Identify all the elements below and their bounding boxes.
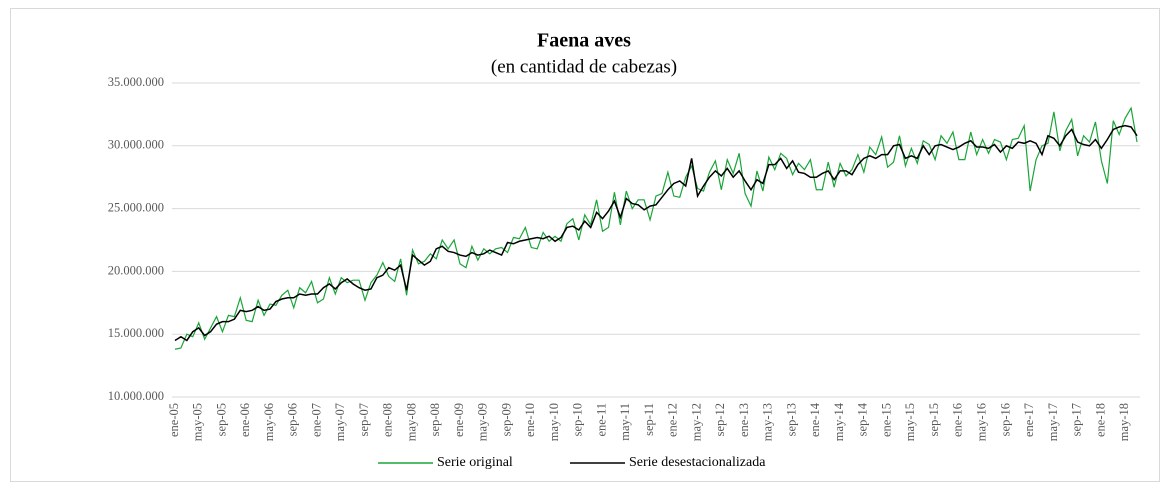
y-tick-label: 10.000.000 xyxy=(108,389,164,403)
x-tick-label: ene-06 xyxy=(238,403,252,437)
x-tick-label: ene-13 xyxy=(737,403,751,437)
x-tick-label: sep-08 xyxy=(428,403,442,436)
x-tick-label: sep-15 xyxy=(927,403,941,436)
x-tick-label: ene-09 xyxy=(452,403,466,437)
x-tick-label: may-09 xyxy=(476,403,490,441)
x-tick-label: sep-11 xyxy=(642,403,656,436)
chart-frame xyxy=(10,8,1160,482)
x-tick-label: sep-09 xyxy=(499,403,513,436)
series-line xyxy=(174,106,1138,350)
x-tick-label: may-12 xyxy=(689,403,703,441)
x-tick-label: sep-10 xyxy=(571,403,585,436)
x-tick-label: ene-16 xyxy=(951,403,965,437)
x-tick-label: ene-14 xyxy=(808,402,822,437)
x-tick-label: may-10 xyxy=(547,403,561,441)
x-tick-label: sep-07 xyxy=(357,403,371,436)
y-tick-label: 20.000.000 xyxy=(108,263,164,277)
x-tick-label: ene-18 xyxy=(1093,403,1107,437)
x-tick-label: ene-08 xyxy=(381,403,395,437)
x-tick-label: sep-16 xyxy=(998,403,1012,436)
series-line xyxy=(174,124,1138,342)
x-tick-label: ene-11 xyxy=(594,403,608,437)
x-tick-label: ene-10 xyxy=(523,403,537,437)
x-tick-label: may-18 xyxy=(1117,403,1131,441)
x-tick-label: sep-12 xyxy=(713,403,727,436)
y-tick-label: 15.000.000 xyxy=(108,326,164,340)
x-tick-label: sep-05 xyxy=(214,403,228,436)
x-tick-label: may-13 xyxy=(761,403,775,441)
x-tick-label: may-17 xyxy=(1046,403,1060,441)
x-tick-label: may-07 xyxy=(333,403,347,441)
x-tick-label: sep-13 xyxy=(784,403,798,436)
x-tick-label: may-16 xyxy=(975,403,989,441)
x-tick-label: may-08 xyxy=(404,403,418,441)
x-tick-label: ene-15 xyxy=(879,403,893,437)
x-tick-label: may-06 xyxy=(262,403,276,441)
y-tick-label: 25.000.000 xyxy=(108,200,164,214)
x-tick-label: may-11 xyxy=(618,403,632,441)
chart-subtitle: (en cantidad de cabezas) xyxy=(491,56,677,77)
y-tick-label: 35.000.000 xyxy=(108,75,164,89)
x-tick-label: ene-05 xyxy=(167,403,181,437)
legend-label: Serie original xyxy=(437,455,513,470)
x-tick-label: sep-06 xyxy=(286,403,300,436)
x-tick-label: may-05 xyxy=(191,403,205,441)
x-tick-label: ene-17 xyxy=(1022,403,1036,437)
chart-title: Faena aves xyxy=(537,30,631,52)
x-tick-label: may-15 xyxy=(903,403,917,441)
x-tick-label: ene-12 xyxy=(666,403,680,437)
x-tick-label: may-14 xyxy=(832,402,846,441)
x-tick-label: sep-17 xyxy=(1070,403,1084,436)
x-tick-label: sep-14 xyxy=(856,402,870,436)
x-tick-label: ene-07 xyxy=(309,403,323,437)
legend-label: Serie desestacionalizada xyxy=(629,455,766,470)
y-tick-label: 30.000.000 xyxy=(108,138,164,152)
